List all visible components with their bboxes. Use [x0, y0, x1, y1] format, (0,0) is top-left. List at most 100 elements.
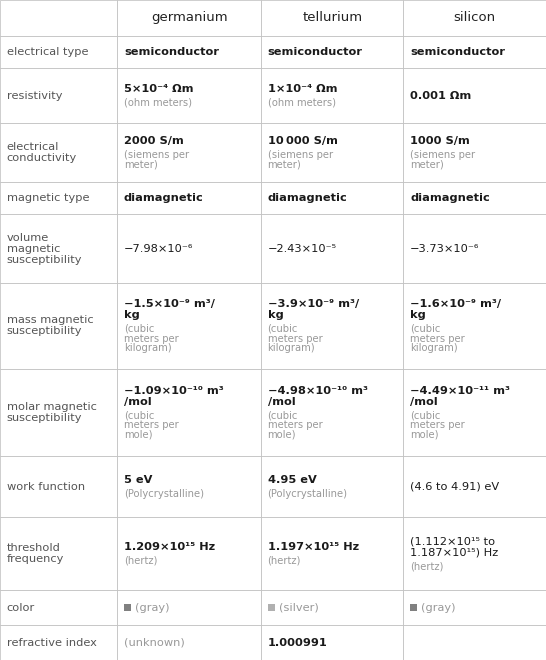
Text: (gray): (gray) [135, 603, 169, 612]
Text: (Polycrystalline): (Polycrystalline) [124, 489, 204, 499]
Bar [0, 283, 117, 368]
Text: germanium: germanium [151, 11, 228, 24]
Text: (1.112×10¹⁵ to: (1.112×10¹⁵ to [410, 537, 495, 546]
Text: meters per: meters per [268, 420, 322, 430]
Bar [261, 625, 403, 660]
Text: meter): meter) [268, 160, 301, 170]
Text: semiconductor: semiconductor [124, 47, 219, 57]
Text: electrical: electrical [7, 142, 59, 152]
Text: mass magnetic: mass magnetic [7, 315, 93, 325]
Text: (cubic: (cubic [268, 411, 298, 420]
Text: (siemens per: (siemens per [124, 150, 189, 160]
Bar [117, 182, 261, 214]
Bar [117, 123, 261, 182]
Text: /mol: /mol [410, 397, 438, 407]
Text: diamagnetic: diamagnetic [268, 193, 347, 203]
Text: meters per: meters per [124, 334, 179, 344]
Text: −2.43×10⁻⁵: −2.43×10⁻⁵ [268, 244, 337, 254]
Text: −4.49×10⁻¹¹ m³: −4.49×10⁻¹¹ m³ [410, 385, 510, 395]
Text: frequency: frequency [7, 554, 64, 564]
Bar [0, 368, 117, 456]
Text: (gray): (gray) [421, 603, 455, 612]
Text: (ohm meters): (ohm meters) [124, 98, 192, 108]
Text: susceptibility: susceptibility [7, 413, 82, 423]
Text: −3.73×10⁻⁶: −3.73×10⁻⁶ [410, 244, 479, 254]
Bar [0, 0, 117, 36]
Bar [0, 590, 117, 625]
Text: (ohm meters): (ohm meters) [268, 98, 336, 108]
Bar [268, 604, 275, 611]
Bar [0, 123, 117, 182]
Text: /mol: /mol [268, 397, 295, 407]
Text: semiconductor: semiconductor [268, 47, 363, 57]
Bar [0, 182, 117, 214]
Bar [117, 517, 261, 590]
Text: (cubic: (cubic [268, 324, 298, 334]
Text: diamagnetic: diamagnetic [410, 193, 490, 203]
Bar [410, 604, 417, 611]
Text: −1.09×10⁻¹⁰ m³: −1.09×10⁻¹⁰ m³ [124, 385, 224, 395]
Bar [0, 68, 117, 123]
Bar [117, 625, 261, 660]
Text: meters per: meters per [410, 420, 465, 430]
Bar [403, 214, 546, 283]
Text: (cubic: (cubic [410, 411, 441, 420]
Text: kg: kg [124, 310, 140, 320]
Text: kilogram): kilogram) [410, 343, 458, 353]
Text: 0.001 Ωm: 0.001 Ωm [410, 91, 471, 101]
Bar [403, 625, 546, 660]
Text: −1.6×10⁻⁹ m³/: −1.6×10⁻⁹ m³/ [410, 299, 501, 309]
Text: mole): mole) [410, 430, 438, 440]
Text: meters per: meters per [268, 334, 322, 344]
Bar [261, 283, 403, 368]
Bar [261, 182, 403, 214]
Text: molar magnetic: molar magnetic [7, 402, 97, 412]
Bar [403, 182, 546, 214]
Text: (cubic: (cubic [124, 411, 155, 420]
Text: 1.187×10¹⁵) Hz: 1.187×10¹⁵) Hz [410, 548, 498, 558]
Bar [403, 0, 546, 36]
Text: meters per: meters per [124, 420, 179, 430]
Text: (hertz): (hertz) [268, 556, 301, 566]
Text: −3.9×10⁻⁹ m³/: −3.9×10⁻⁹ m³/ [268, 299, 359, 309]
Bar [117, 368, 261, 456]
Text: susceptibility: susceptibility [7, 255, 82, 265]
Bar [261, 456, 403, 517]
Text: 1.197×10¹⁵ Hz: 1.197×10¹⁵ Hz [268, 542, 359, 552]
Bar [403, 517, 546, 590]
Text: kg: kg [268, 310, 283, 320]
Text: meter): meter) [410, 160, 444, 170]
Text: 1000 S/m: 1000 S/m [410, 136, 470, 147]
Bar [0, 456, 117, 517]
Text: refractive index: refractive index [7, 638, 97, 647]
Text: resistivity: resistivity [7, 91, 62, 101]
Text: (hertz): (hertz) [410, 562, 443, 572]
Text: 5 eV: 5 eV [124, 475, 152, 485]
Text: kilogram): kilogram) [124, 343, 171, 353]
Text: −1.5×10⁻⁹ m³/: −1.5×10⁻⁹ m³/ [124, 299, 215, 309]
Bar [403, 590, 546, 625]
Bar [0, 36, 117, 68]
Text: 5×10⁻⁴ Ωm: 5×10⁻⁴ Ωm [124, 84, 193, 94]
Bar [117, 0, 261, 36]
Bar [261, 214, 403, 283]
Text: tellurium: tellurium [302, 11, 363, 24]
Text: (Polycrystalline): (Polycrystalline) [268, 489, 348, 499]
Bar [0, 625, 117, 660]
Text: conductivity: conductivity [7, 153, 77, 163]
Text: /mol: /mol [124, 397, 152, 407]
Bar [403, 283, 546, 368]
Text: (cubic: (cubic [410, 324, 441, 334]
Text: silicon: silicon [454, 11, 496, 24]
Bar [261, 36, 403, 68]
Bar [261, 590, 403, 625]
Bar [117, 456, 261, 517]
Bar [403, 456, 546, 517]
Bar [117, 590, 261, 625]
Text: work function: work function [7, 482, 85, 492]
Text: (siemens per: (siemens per [410, 150, 475, 160]
Bar [403, 123, 546, 182]
Bar [403, 68, 546, 123]
Text: kilogram): kilogram) [268, 343, 315, 353]
Text: meters per: meters per [410, 334, 465, 344]
